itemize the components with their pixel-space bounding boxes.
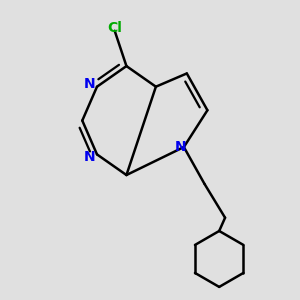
Text: N: N [84,150,95,164]
Text: N: N [175,140,186,154]
Text: Cl: Cl [107,21,122,35]
Text: N: N [84,77,95,91]
